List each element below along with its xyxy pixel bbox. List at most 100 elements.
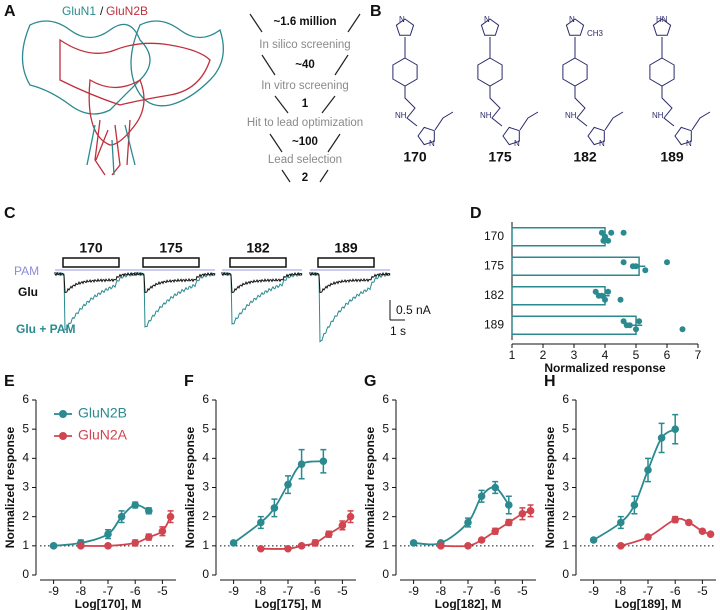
x-tick-label: -9 [588, 584, 599, 598]
y-tick-label: 1 [202, 538, 209, 552]
y-tick-label: 3 [202, 480, 209, 494]
y-tick-label: 6 [382, 392, 389, 406]
point [644, 533, 652, 541]
point [617, 296, 624, 303]
y-tick-label: 0 [22, 567, 29, 581]
point [297, 542, 306, 550]
panel-letter: E [4, 373, 15, 390]
compound-label: 170 [79, 240, 103, 256]
trace-label: Glu + PAM [16, 322, 75, 336]
atom: NH [480, 111, 492, 120]
panel-letter: B [370, 3, 382, 20]
x-tick-label: -8 [255, 584, 266, 598]
atom: N [514, 139, 520, 148]
application-bar [142, 257, 200, 268]
point [620, 259, 627, 266]
y-tick-label: 2 [382, 509, 389, 523]
point [311, 539, 320, 547]
x-tick-label: 6 [664, 348, 671, 362]
x-axis-label: Log[170], M [75, 597, 142, 610]
point [325, 530, 333, 538]
point [617, 518, 625, 527]
y-tick-label: 6 [562, 392, 569, 406]
point [257, 544, 265, 553]
compound-number: 189 [660, 149, 684, 165]
y-axis-label: Normalized response [543, 426, 557, 548]
x-tick-label: -5 [517, 584, 528, 598]
point [491, 483, 500, 492]
x-tick-label: -8 [615, 584, 626, 598]
point [270, 504, 279, 512]
compound-label: 189 [334, 240, 358, 256]
point [284, 544, 292, 553]
x-tick-label: -8 [75, 584, 86, 598]
bar [511, 315, 637, 335]
point [284, 480, 292, 489]
y-tick-label: 4 [202, 451, 209, 465]
point [518, 509, 527, 518]
point [620, 229, 627, 236]
point [491, 527, 500, 536]
y-tick-label: 0 [202, 567, 209, 581]
x-tick-label: -6 [130, 584, 141, 598]
compound-number: 175 [488, 149, 512, 165]
application-bar [229, 257, 287, 268]
label-glun1: GluN1 [62, 4, 96, 18]
point [633, 326, 639, 333]
y-tick-label: 0 [562, 567, 569, 581]
y-axis-label: Normalized response [363, 426, 377, 548]
funnel-step: Hit to lead optimization [247, 117, 363, 129]
compound-number: 170 [403, 149, 427, 165]
atom: NH [652, 111, 664, 120]
funnel-count: ~1.6 million [274, 16, 337, 28]
point [49, 542, 58, 550]
point [617, 542, 625, 550]
curve [260, 516, 352, 550]
atom: N [599, 139, 605, 148]
point [117, 512, 126, 521]
y-tick-label: 5 [562, 421, 569, 435]
point [477, 536, 486, 544]
curve [413, 486, 510, 546]
funnel-count: 1 [302, 98, 309, 110]
atom: N [484, 15, 490, 24]
point [145, 507, 153, 515]
x-tick-label: 3 [571, 348, 578, 362]
legend-marker [59, 410, 67, 418]
y-tick-label: 4 [562, 451, 569, 465]
legend-label: GluN2A [78, 427, 128, 443]
funnel-count: 2 [302, 172, 308, 184]
y-tick-label: 1 [22, 538, 29, 552]
trace-label: Glu [18, 285, 38, 299]
y-tick-label: 5 [22, 421, 29, 435]
glu-pam-trace [309, 271, 391, 343]
glu-pam-trace [134, 271, 216, 328]
atom: CH3 [587, 29, 604, 38]
category-label: 170 [484, 229, 504, 243]
point [642, 267, 649, 274]
label-glun2b: GluN2B [106, 4, 148, 18]
point [145, 533, 153, 541]
bond [477, 18, 539, 146]
y-axis-label: Normalized response [183, 426, 197, 548]
point [685, 518, 693, 527]
point [605, 288, 612, 295]
x-tick-label: -9 [228, 584, 239, 598]
point [600, 237, 607, 244]
compound-label: 182 [246, 240, 270, 256]
point [706, 530, 715, 538]
glu-trace [309, 271, 391, 293]
x-tick-label: -8 [435, 584, 446, 598]
curve [80, 516, 172, 547]
x-axis-label: Normalized response [544, 361, 666, 375]
point [104, 530, 112, 538]
category-label: 182 [484, 288, 504, 302]
point [629, 263, 636, 270]
x-tick-label: -9 [408, 584, 419, 598]
funnel-count: ~40 [295, 59, 315, 71]
point [608, 229, 615, 236]
y-tick-label: 0 [382, 567, 389, 581]
x-axis-label: Log[175], M [255, 597, 322, 610]
curve [440, 509, 531, 548]
